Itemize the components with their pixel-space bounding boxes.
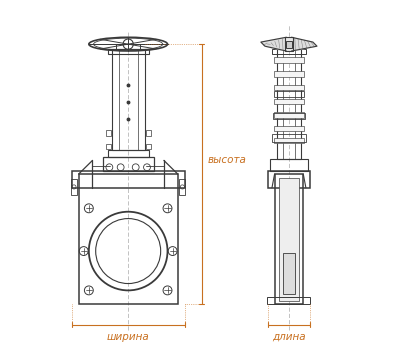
Bar (180, 179, 185, 195)
Bar (106, 130, 111, 136)
Bar (72, 171, 185, 188)
Bar (78, 174, 178, 304)
Bar (106, 144, 111, 149)
Bar (274, 57, 304, 63)
Bar (279, 177, 298, 301)
Bar (273, 113, 305, 119)
Bar (108, 150, 149, 157)
Bar (286, 41, 292, 47)
Text: длина: длина (272, 332, 306, 342)
Polygon shape (261, 37, 286, 51)
Bar (274, 71, 304, 76)
Bar (146, 144, 151, 149)
Bar (274, 112, 304, 118)
Text: ширина: ширина (107, 332, 150, 342)
Bar (112, 49, 144, 150)
Polygon shape (292, 37, 317, 51)
Bar (268, 171, 310, 188)
Bar (285, 37, 293, 51)
Bar (267, 297, 310, 304)
Bar (279, 45, 299, 49)
Bar (102, 157, 154, 171)
Bar (274, 99, 304, 104)
Bar (274, 91, 304, 97)
Bar (277, 49, 301, 159)
Bar (116, 45, 140, 48)
Bar (274, 85, 304, 90)
Bar (274, 126, 304, 131)
Bar (71, 179, 77, 195)
Bar (283, 253, 295, 294)
Text: высота: высота (208, 155, 247, 165)
Bar (274, 138, 304, 143)
Bar (272, 49, 306, 54)
Bar (274, 174, 303, 304)
Bar (146, 130, 151, 136)
Bar (272, 134, 306, 142)
Bar (108, 48, 149, 54)
Bar (270, 159, 308, 171)
